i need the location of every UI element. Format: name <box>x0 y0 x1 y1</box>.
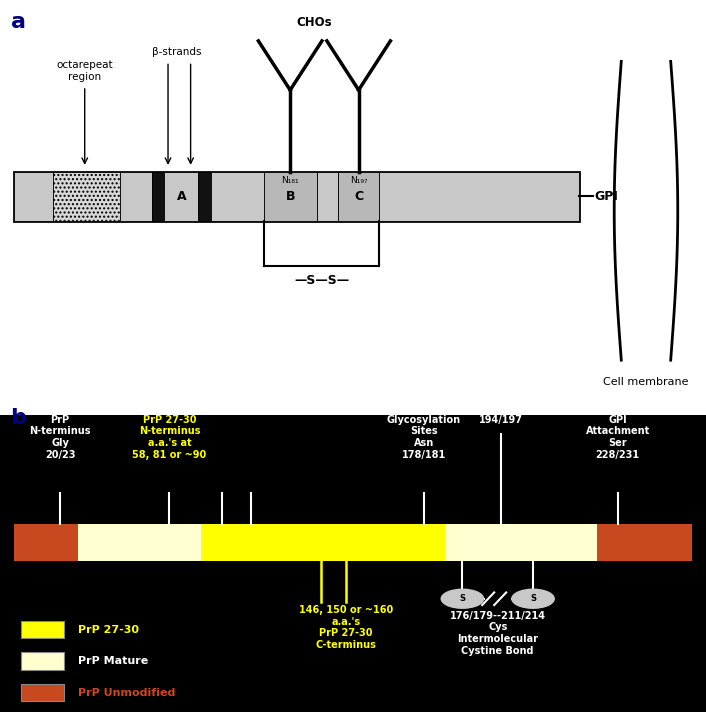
Bar <box>78 524 201 561</box>
Bar <box>120 172 152 221</box>
Bar <box>21 621 64 638</box>
Text: b: b <box>11 409 26 429</box>
Text: CHOs: CHOs <box>297 17 332 29</box>
Bar <box>152 172 164 221</box>
Text: B: B <box>286 190 295 203</box>
Text: N₁₉₇: N₁₉₇ <box>350 176 367 185</box>
Text: 194/197: 194/197 <box>479 415 523 425</box>
Text: S: S <box>460 595 465 603</box>
Text: C: C <box>354 190 363 203</box>
Bar <box>338 172 379 221</box>
Text: 146, 150 or ~160
a.a.'s
PrP 27-30
C-terminus: 146, 150 or ~160 a.a.'s PrP 27-30 C-term… <box>299 605 393 650</box>
Bar <box>445 524 597 561</box>
Bar <box>379 172 579 221</box>
Circle shape <box>441 589 484 608</box>
Text: N₁₈₁: N₁₈₁ <box>282 176 299 185</box>
Text: PrP
N-terminus
Gly
20/23: PrP N-terminus Gly 20/23 <box>29 415 91 460</box>
Text: 176/179--211/214
Cys
Intermolecular
Cystine Bond: 176/179--211/214 Cys Intermolecular Cyst… <box>450 611 546 656</box>
Bar <box>14 524 78 561</box>
Text: octarepeat
region: octarepeat region <box>56 60 113 82</box>
Text: PrP 27-30
N-terminus
a.a.'s at
58, 81 or ~90: PrP 27-30 N-terminus a.a.'s at 58, 81 or… <box>132 415 207 460</box>
Text: GPI
Attachment
Ser
228/231: GPI Attachment Ser 228/231 <box>585 415 650 460</box>
Text: PrP 27-30: PrP 27-30 <box>78 625 138 635</box>
Bar <box>164 172 198 221</box>
Bar <box>14 172 579 221</box>
Bar <box>211 172 264 221</box>
Text: GPI: GPI <box>594 190 618 203</box>
Text: Cell membrane: Cell membrane <box>603 376 689 386</box>
Text: Glycosylation
Sites
Asn
178/181: Glycosylation Sites Asn 178/181 <box>387 415 460 460</box>
Text: β-strands: β-strands <box>152 47 201 57</box>
Bar <box>317 172 338 221</box>
Bar <box>201 524 445 561</box>
Bar <box>21 684 64 701</box>
Circle shape <box>512 589 554 608</box>
Text: —S—S—: —S—S— <box>294 274 349 287</box>
Bar <box>264 172 317 221</box>
Text: PrP Unmodified: PrP Unmodified <box>78 688 175 698</box>
Bar <box>14 172 53 221</box>
Bar <box>21 653 64 670</box>
Text: S: S <box>530 595 536 603</box>
Bar <box>597 524 692 561</box>
Bar <box>198 172 211 221</box>
Text: a: a <box>11 12 25 32</box>
Text: A: A <box>176 190 186 203</box>
Text: PrP Mature: PrP Mature <box>78 656 148 666</box>
Bar <box>53 172 120 221</box>
